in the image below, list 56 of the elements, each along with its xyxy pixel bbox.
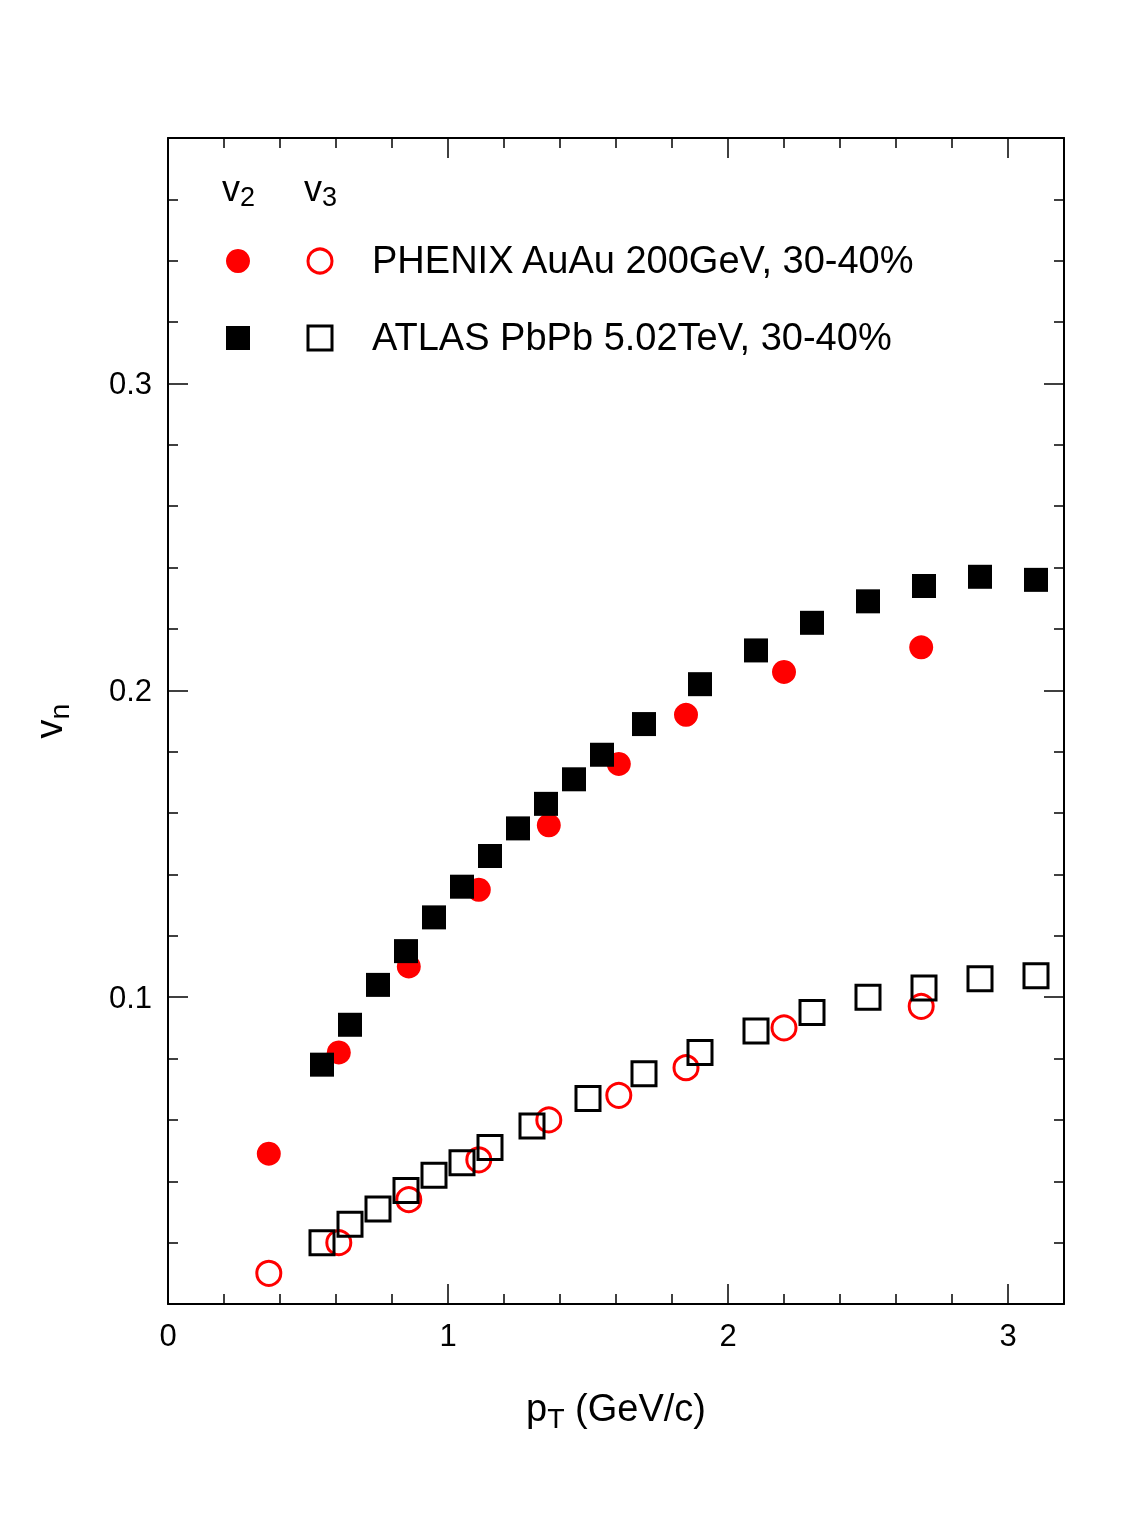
point bbox=[910, 974, 938, 1002]
point bbox=[770, 1014, 798, 1042]
point bbox=[256, 1141, 281, 1166]
point bbox=[476, 1134, 504, 1162]
point bbox=[478, 844, 502, 869]
x-tick-label: 0 bbox=[159, 1318, 177, 1353]
point bbox=[518, 1112, 546, 1140]
point bbox=[744, 638, 768, 663]
point bbox=[534, 791, 558, 816]
point bbox=[742, 1017, 770, 1045]
point bbox=[366, 972, 390, 997]
point bbox=[394, 939, 418, 964]
y-tick-label: 0.1 bbox=[108, 979, 152, 1015]
point bbox=[590, 742, 614, 767]
point bbox=[912, 573, 936, 598]
point bbox=[800, 610, 824, 635]
point bbox=[854, 983, 882, 1011]
y-tick-label: 0.3 bbox=[108, 365, 152, 401]
point bbox=[310, 1052, 334, 1077]
point bbox=[1024, 567, 1048, 592]
point bbox=[420, 1161, 448, 1189]
point bbox=[536, 813, 561, 838]
x-tick-label: 2 bbox=[719, 1318, 737, 1353]
point bbox=[448, 1149, 476, 1177]
point bbox=[255, 1259, 283, 1287]
point bbox=[688, 672, 712, 697]
point bbox=[798, 999, 826, 1026]
point bbox=[1022, 962, 1050, 990]
x-tick-label: 1 bbox=[439, 1318, 457, 1353]
point bbox=[907, 992, 935, 1020]
point bbox=[856, 589, 880, 614]
point bbox=[392, 1176, 420, 1204]
point bbox=[909, 635, 934, 660]
point bbox=[506, 816, 530, 841]
point bbox=[336, 1210, 364, 1238]
point bbox=[630, 1060, 658, 1088]
y-tick-label: 0.2 bbox=[108, 672, 152, 708]
legend-label: ATLAS PbPb 5.02TeV, 30-40% bbox=[372, 316, 892, 358]
point bbox=[674, 702, 698, 727]
point bbox=[308, 1229, 336, 1257]
point bbox=[364, 1195, 392, 1223]
point bbox=[338, 1012, 362, 1037]
point bbox=[686, 1038, 714, 1066]
point bbox=[632, 712, 656, 737]
y-axis-title: vn bbox=[28, 703, 75, 739]
point bbox=[968, 564, 992, 589]
point bbox=[574, 1084, 602, 1112]
point bbox=[422, 905, 446, 930]
point bbox=[772, 659, 796, 684]
point bbox=[966, 965, 994, 993]
legend-label: PHENIX AuAu 200GeV, 30-40% bbox=[372, 239, 914, 281]
point bbox=[450, 874, 474, 899]
point bbox=[562, 767, 586, 792]
point bbox=[672, 1054, 700, 1082]
x-tick-label: 3 bbox=[999, 1318, 1017, 1353]
point bbox=[605, 1081, 633, 1109]
